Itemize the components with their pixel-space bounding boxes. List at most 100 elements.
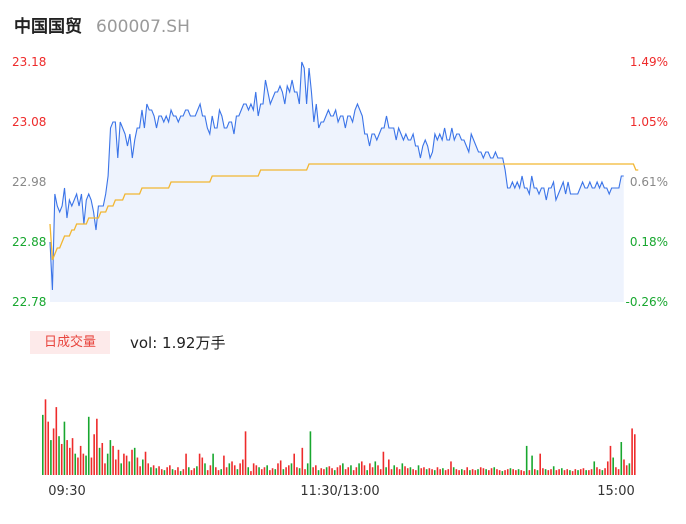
volume-bar bbox=[128, 461, 131, 475]
volume-bar bbox=[517, 469, 520, 475]
volume-label: vol: 1.92万手 bbox=[130, 334, 226, 352]
volume-bar bbox=[598, 469, 601, 475]
volume-bar bbox=[169, 465, 171, 475]
volume-bar bbox=[371, 467, 374, 475]
price-line bbox=[49, 61, 624, 291]
volume-bar bbox=[152, 465, 155, 475]
pct-tick-label: -0.26% bbox=[626, 295, 668, 309]
volume-bar bbox=[609, 445, 612, 475]
volume-bar bbox=[142, 459, 144, 475]
volume-bar bbox=[377, 465, 379, 475]
volume-bar bbox=[101, 442, 104, 475]
volume-bar bbox=[306, 463, 309, 475]
volume-bar bbox=[90, 457, 93, 475]
volume-bar bbox=[250, 471, 252, 475]
volume-bar bbox=[552, 466, 555, 475]
volume-bar bbox=[47, 421, 50, 475]
volume-bar bbox=[442, 468, 444, 475]
volume-bar bbox=[133, 447, 136, 475]
y-tick-label: 22.78 bbox=[12, 295, 46, 309]
volume-bar bbox=[409, 467, 412, 475]
volume-bar bbox=[331, 468, 333, 475]
volume-bar bbox=[447, 469, 450, 475]
volume-bar bbox=[60, 443, 63, 475]
volume-bar bbox=[463, 470, 466, 475]
volume-bar bbox=[225, 467, 228, 475]
volume-bar bbox=[293, 453, 295, 475]
volume-bar bbox=[228, 463, 231, 475]
volume-bar bbox=[358, 463, 360, 475]
y-tick-label: 22.88 bbox=[12, 235, 46, 249]
volume-bar bbox=[415, 470, 417, 475]
volume-bar bbox=[588, 470, 590, 475]
volume-bar bbox=[339, 465, 341, 475]
volume-bar bbox=[596, 467, 598, 475]
volume-bar bbox=[423, 467, 425, 475]
volume-bar bbox=[187, 467, 190, 475]
volume-bar bbox=[350, 465, 352, 475]
volume-bar bbox=[266, 465, 268, 475]
volume-bar bbox=[379, 469, 382, 475]
volume-bar bbox=[69, 447, 71, 475]
volume-bar bbox=[406, 468, 409, 475]
volume-bar bbox=[604, 468, 606, 475]
volume-bar bbox=[212, 453, 214, 475]
volume-bar bbox=[566, 469, 569, 475]
volume-bar bbox=[506, 469, 509, 475]
volume-bar bbox=[485, 469, 487, 475]
volume-bar bbox=[155, 468, 158, 475]
volume-bar bbox=[323, 469, 325, 475]
volume-bar bbox=[482, 468, 485, 475]
volume-bar bbox=[398, 469, 401, 475]
volume-bar bbox=[520, 470, 523, 475]
volume-bar bbox=[393, 465, 396, 475]
volume-bar bbox=[63, 421, 66, 475]
volume-bar bbox=[82, 453, 85, 475]
volume-bar bbox=[374, 461, 377, 475]
volume-tag[interactable]: 日成交量 bbox=[30, 331, 110, 354]
volume-bar bbox=[131, 449, 133, 475]
volume-bar bbox=[628, 463, 631, 475]
volume-bar bbox=[114, 459, 117, 475]
volume-bar bbox=[190, 470, 193, 475]
volume-bar bbox=[342, 463, 344, 475]
x-tick-label: 11:30/13:00 bbox=[300, 484, 379, 499]
avg-price-line bbox=[49, 163, 639, 261]
volume-bar bbox=[450, 461, 452, 475]
volume-bar bbox=[260, 469, 263, 475]
volume-bar bbox=[136, 457, 139, 475]
volume-bar bbox=[328, 466, 331, 475]
volume-bar bbox=[87, 416, 90, 475]
volume-bar bbox=[385, 467, 387, 475]
x-tick-label: 15:00 bbox=[597, 484, 634, 499]
volume-bar bbox=[490, 468, 493, 475]
volume-bar bbox=[244, 431, 247, 475]
volume-bar bbox=[177, 467, 179, 475]
volume-bar bbox=[547, 470, 550, 475]
volume-bar bbox=[404, 466, 406, 475]
volume-bar bbox=[112, 445, 114, 475]
volume-bar bbox=[220, 469, 223, 475]
volume-bar bbox=[196, 466, 198, 475]
volume-bar bbox=[436, 467, 439, 475]
volume-bar bbox=[93, 434, 95, 475]
volume-bar bbox=[593, 461, 596, 475]
volume-bar bbox=[360, 461, 363, 475]
volume-bar bbox=[571, 471, 574, 475]
volume-bar bbox=[320, 468, 323, 475]
volume-bar bbox=[279, 460, 282, 475]
volume-bar bbox=[271, 468, 274, 475]
volume-bar bbox=[233, 465, 236, 475]
volume-bar bbox=[344, 469, 347, 475]
volume-bar bbox=[231, 461, 233, 475]
volume-bar bbox=[579, 469, 582, 475]
volume-bar bbox=[412, 469, 414, 475]
volume-bar bbox=[590, 469, 593, 475]
volume-bar bbox=[509, 468, 512, 475]
volume-bar bbox=[625, 465, 628, 475]
volume-bar bbox=[287, 465, 290, 475]
volume-bar bbox=[523, 471, 525, 475]
volume-bar bbox=[431, 469, 433, 475]
volume-bar bbox=[174, 470, 177, 475]
volume-bar bbox=[471, 469, 474, 475]
